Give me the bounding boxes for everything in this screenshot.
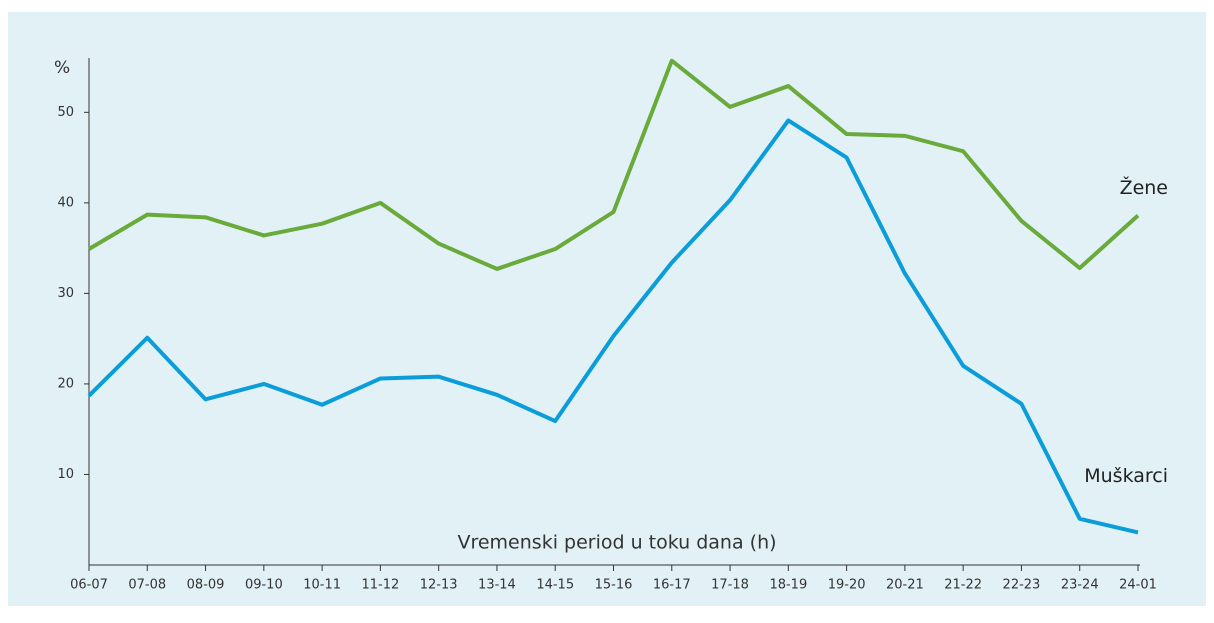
line-series: [87, 118, 1139, 535]
x-tick-label: 24-01: [1119, 578, 1157, 593]
x-tick-label: 15-16: [595, 578, 633, 593]
x-tick-label: 20-21: [886, 578, 924, 593]
y-axis-label: %: [54, 58, 70, 78]
x-tick-label: 18-19: [769, 578, 807, 593]
x-tick-label: 10-11: [303, 578, 341, 593]
x-tick-label: 17-18: [711, 578, 749, 593]
x-tick-label: 23-24: [1061, 578, 1099, 593]
line-series: [87, 58, 1140, 271]
x-tick-label: 21-22: [944, 578, 982, 593]
x-tick-label: 11-12: [361, 578, 399, 593]
y-tick-label: 30: [57, 286, 74, 301]
y-tick-label: 10: [57, 467, 74, 482]
y-tick-label: 50: [57, 105, 74, 120]
x-tick-label: 09-10: [245, 578, 283, 593]
x-tick-label: 16-17: [653, 578, 691, 593]
y-tick-label: 20: [57, 376, 74, 391]
x-tick-label: 07-08: [128, 578, 166, 593]
x-tick-label: 22-23: [1003, 578, 1041, 593]
x-tick-label: 08-09: [187, 578, 225, 593]
x-tick-label: 06-07: [70, 578, 108, 593]
y-tick-label: 40: [57, 195, 74, 210]
x-axis-label: Vremenski period u toku dana (h): [457, 532, 776, 554]
plot-background: [8, 12, 1206, 606]
x-tick-label: 14-15: [536, 578, 574, 593]
x-tick-label: 12-13: [420, 578, 458, 593]
series-label: Žene: [1120, 176, 1168, 199]
x-tick-label: 13-14: [478, 578, 516, 593]
x-tick-label: 19-20: [828, 578, 866, 593]
series-label: Muškarci: [1084, 465, 1168, 487]
